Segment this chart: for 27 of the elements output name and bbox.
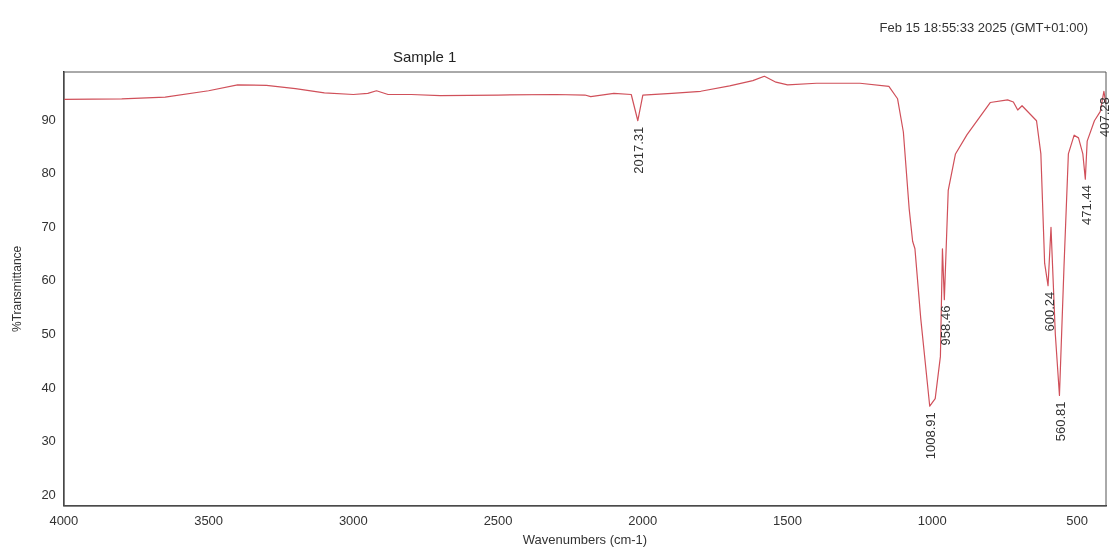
annotation: 958.46 [937,305,953,346]
x-tick-label: 3000 [338,513,368,529]
x-tick-label: 4000 [49,513,79,529]
annotation: 407.28 [1097,97,1113,138]
y-tick-label: 40 [41,379,56,395]
x-tick-label: 2000 [628,513,658,529]
y-tick-label: 90 [41,111,56,127]
y-tick-label: 50 [41,326,56,341]
y-axis-title: %Transmittance [9,245,24,333]
y-tick-label: 60 [41,272,56,288]
text: Feb 15 18:55:33 2025 (GMT+01:00) [879,20,1088,35]
chart-title: Sample 1 [393,48,457,65]
x-axis-title: Wavenumbers (cm-1) [522,531,648,547]
annotation: 560.81 [1053,401,1069,442]
annotation: 600.24 [1041,291,1057,332]
x-tick-label: 3500 [194,513,224,529]
x-tick-label: 1000 [917,513,947,529]
y-tick-label: 20 [41,486,56,502]
y-tick-label: 80 [41,165,56,181]
annotation: 471.44 [1078,185,1094,225]
annotation: 1008.91 [923,412,939,460]
y-tick-label: 30 [41,433,56,449]
x-tick-label: 1500 [773,513,803,529]
annotation: 2017.31 [631,126,647,174]
x-tick-label: 2500 [483,513,513,529]
x-tick-label: 500 [1066,513,1088,529]
y-tick-label: 70 [41,218,56,234]
